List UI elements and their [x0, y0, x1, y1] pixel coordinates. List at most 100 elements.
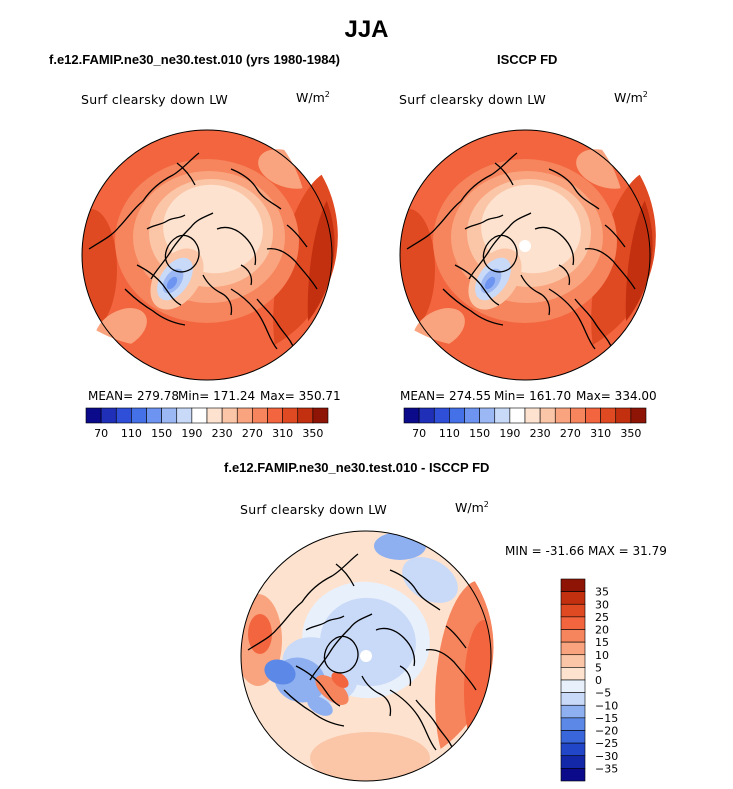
greenland-neg: [307, 696, 333, 716]
warm-region-south: [121, 357, 281, 380]
colorbar-swatch: [236, 407, 253, 424]
colorbar-tick-label: −35: [595, 762, 618, 775]
map-border: [399, 129, 651, 381]
coastline-3: [164, 234, 200, 273]
colorbar-tick-label: −30: [595, 750, 618, 763]
colorbar-swatch: [100, 407, 117, 424]
coastline-9: [389, 569, 441, 611]
colorbar-tick-label: 190: [181, 427, 202, 440]
panel3-units: W/m2: [455, 500, 489, 516]
colorbar-swatch: [176, 407, 193, 424]
colorbar-tick-label: −20: [595, 725, 618, 738]
colorbar-swatch: [418, 407, 435, 424]
coastline-4: [136, 264, 182, 306]
colorbar-tick-label: 10: [595, 649, 609, 662]
colorbar-tick-label: 270: [242, 427, 263, 440]
colorbar-tick-label: −25: [595, 737, 618, 750]
warm-east-core: [464, 620, 491, 760]
colorbar-swatch: [221, 407, 238, 424]
coastline-7: [415, 699, 455, 753]
colorbar-swatch: [615, 407, 632, 424]
coastline-0: [406, 152, 518, 250]
warm-west-core: [248, 614, 272, 654]
panel2-polar-map: [399, 129, 676, 382]
coastline-13: [604, 224, 626, 248]
colorbar-swatch: [560, 704, 586, 719]
coastline-0: [247, 553, 359, 651]
coastline-14: [335, 563, 355, 587]
colorbar-tick-label: 70: [94, 427, 108, 440]
panel2-max: Max= 334.00: [576, 389, 657, 403]
colorbar-swatch: [161, 407, 178, 424]
colorbar-tick-label: 20: [595, 624, 609, 637]
coastline-5: [216, 226, 257, 266]
colorbar-swatch: [115, 407, 132, 424]
colorbar-tick-label: 110: [439, 427, 460, 440]
coastline-2: [305, 615, 345, 631]
colorbar-swatch: [560, 755, 586, 769]
colorbar-swatch: [191, 407, 208, 424]
greenland-coldest: [166, 276, 178, 290]
colorbar-tick-label: 150: [469, 427, 490, 440]
panel3-title: f.e12.FAMIP.ne30_ne30.test.010 - ISCCP F…: [224, 460, 490, 475]
pole-hole: [360, 650, 372, 662]
greenland-pos-core: [331, 672, 349, 688]
colorbar-tick-label: 270: [560, 427, 581, 440]
coastline-3: [323, 635, 359, 674]
colorbar-tick-label: 0: [595, 674, 602, 687]
coastline-8: [425, 648, 477, 691]
coastline-7: [574, 298, 614, 352]
colorbar-swatch: [131, 407, 147, 424]
colorbar-swatch: [560, 616, 586, 630]
coastline-2: [464, 214, 504, 230]
colorbar-swatch: [560, 603, 586, 618]
colorbar-swatch: [560, 578, 586, 592]
colorbar-swatch: [252, 407, 268, 424]
coastline-14: [494, 162, 514, 186]
colorbar-swatch: [560, 717, 586, 731]
coastline-12: [240, 264, 253, 286]
coastline-8: [584, 247, 636, 290]
siberia-neg: [402, 557, 458, 603]
panel3-variable: Surf clearsky down LW: [240, 502, 388, 517]
warm-region-south: [439, 357, 599, 380]
colorbar-tick-label: 350: [620, 427, 641, 440]
panel1-title: f.e12.FAMIP.ne30_ne30.test.010 (yrs 1980…: [49, 52, 340, 67]
colorbar-tick-label: 5: [595, 661, 602, 674]
greenland-coldest: [484, 276, 496, 290]
panel3-minmax: MIN = -31.66 MAX = 31.79: [505, 544, 667, 558]
coastline-11: [442, 288, 504, 326]
coastline-8: [266, 247, 318, 290]
colorbar-tick-label: 150: [151, 427, 172, 440]
warm-region-west: [400, 209, 435, 329]
greenland-pos: [315, 675, 349, 705]
coastline-6: [548, 288, 596, 350]
coastline-12: [399, 665, 412, 687]
coastline-4: [454, 264, 500, 306]
colorbar-tick-label: −15: [595, 712, 618, 725]
map-border: [240, 530, 492, 782]
colorbar-tick-label: 230: [212, 427, 233, 440]
pole-hole: [519, 240, 531, 252]
colorbar-tick-label: 35: [595, 586, 609, 599]
colorbar-swatch: [560, 768, 586, 782]
panel2-mean: MEAN= 274.55: [400, 389, 491, 403]
colorbar-swatch: [267, 407, 283, 424]
colorbar-swatch: [539, 407, 556, 424]
colorbar-swatch: [403, 407, 420, 424]
panel1-polar-map: [81, 129, 358, 382]
canada-neg-core: [264, 659, 296, 685]
colorbar-swatch: [630, 407, 647, 424]
panel2-min: Min= 161.70: [494, 389, 572, 403]
colorbar-tick-label: −10: [595, 699, 618, 712]
figure-title: JJA: [344, 16, 389, 43]
colorbar-swatch: [509, 407, 526, 424]
colorbar-swatch: [570, 407, 586, 424]
coastline-12: [558, 264, 571, 286]
coastline-3: [482, 234, 518, 273]
colorbar-swatch: [560, 692, 586, 706]
panel2-title: ISCCP FD: [497, 52, 558, 67]
coastline-5: [534, 226, 575, 266]
colorbar-swatch: [85, 407, 102, 424]
